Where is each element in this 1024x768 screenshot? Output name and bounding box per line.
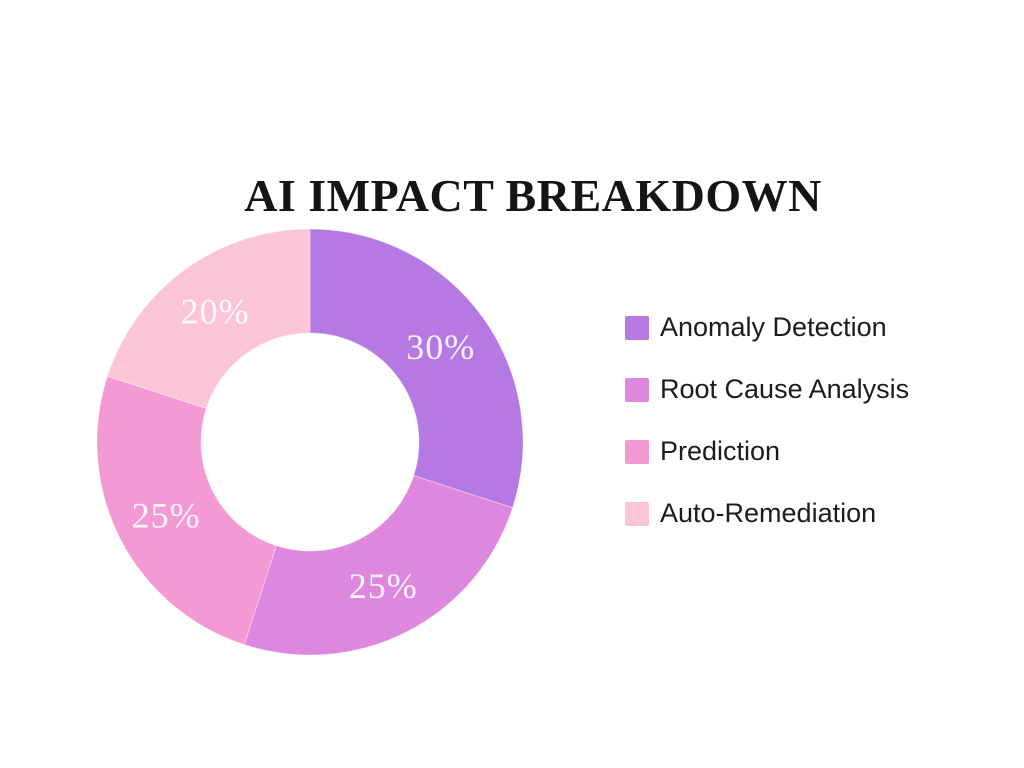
legend-item-root-cause-analysis: Root Cause Analysis <box>625 376 909 403</box>
legend-label: Auto-Remediation <box>660 498 877 528</box>
chart-title: AI IMPACT BREAKDOWN <box>244 170 822 221</box>
donut-segment-root-cause-analysis <box>243 475 514 656</box>
donut-chart-svg: 30% 25% 25% 20% <box>96 228 524 656</box>
slice-label-prediction: 25% <box>132 495 201 535</box>
chart-legend: Anomaly Detection Root Cause Analysis Pred… <box>625 314 909 527</box>
legend-swatch-icon <box>625 501 649 526</box>
legend-label: Anomaly Detection <box>660 312 887 342</box>
slice-label-anomaly-detection: 30% <box>406 327 475 367</box>
donut-segment-prediction <box>96 375 277 646</box>
donut-segment-anomaly-detection <box>309 228 524 509</box>
legend-label: Prediction <box>660 436 781 466</box>
legend-item-prediction: Prediction <box>625 438 909 465</box>
slice-label-auto-remediation: 20% <box>181 291 250 331</box>
slice-label-root-cause-analysis: 25% <box>349 566 418 606</box>
donut-chart: 30% 25% 25% 20% <box>90 222 530 662</box>
legend-item-auto-remediation: Auto-Remediation <box>625 500 909 527</box>
legend-swatch-icon <box>625 439 649 464</box>
legend-label: Root Cause Analysis <box>660 374 910 404</box>
legend-swatch-icon <box>625 377 649 402</box>
legend-swatch-icon <box>625 315 649 340</box>
legend-item-anomaly-detection: Anomaly Detection <box>625 314 909 341</box>
donut-segment-auto-remediation <box>106 228 311 409</box>
